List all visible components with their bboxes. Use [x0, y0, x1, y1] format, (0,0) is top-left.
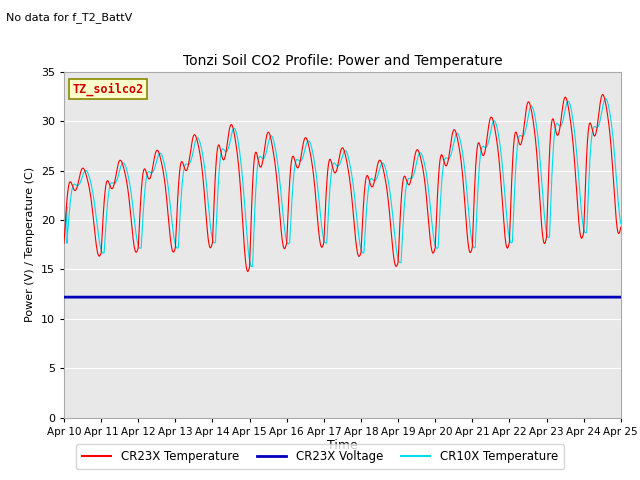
Y-axis label: Power (V) / Temperature (C): Power (V) / Temperature (C) — [26, 167, 35, 323]
Title: Tonzi Soil CO2 Profile: Power and Temperature: Tonzi Soil CO2 Profile: Power and Temper… — [182, 54, 502, 68]
Text: No data for f_T2_BattV: No data for f_T2_BattV — [6, 12, 132, 23]
Text: TZ_soilco2: TZ_soilco2 — [72, 83, 143, 96]
X-axis label: Time: Time — [327, 439, 358, 453]
Legend: CR23X Temperature, CR23X Voltage, CR10X Temperature: CR23X Temperature, CR23X Voltage, CR10X … — [76, 444, 564, 469]
